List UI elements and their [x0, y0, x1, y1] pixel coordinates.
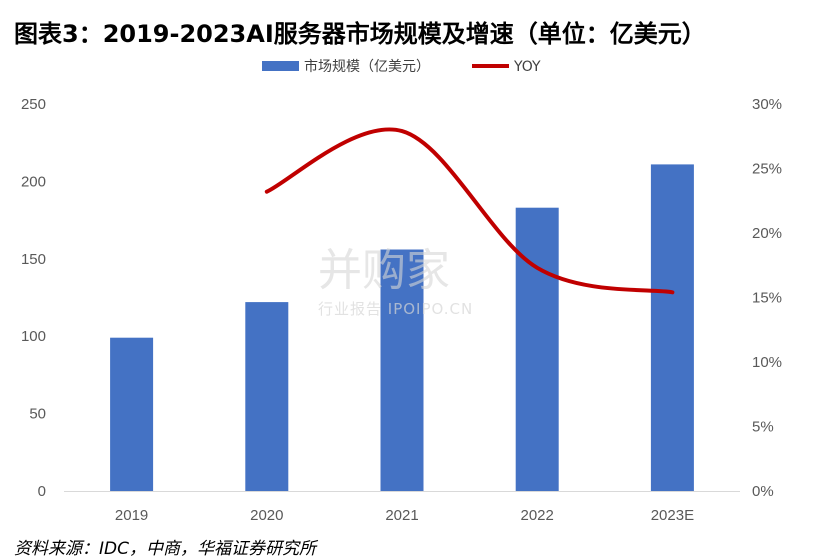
- x-tick-label: 2019: [115, 507, 148, 524]
- watermark-main: 并购家: [318, 245, 450, 296]
- y-right-tick-label: 15%: [752, 290, 782, 307]
- x-tick-label: 2022: [521, 507, 554, 524]
- y-left-tick-label: 50: [29, 406, 46, 423]
- y-left-tick-label: 0: [38, 483, 46, 500]
- x-tick-label: 2021: [385, 507, 418, 524]
- y-left-tick-label: 200: [21, 173, 46, 190]
- y-left-tick-label: 250: [21, 96, 46, 113]
- x-tick-label: 2023E: [651, 507, 694, 524]
- legend-label-bar: 市场规模（亿美元）: [304, 58, 430, 75]
- y-right-tick-label: 25%: [752, 161, 782, 178]
- y-left-tick-label: 100: [21, 328, 46, 345]
- y-left-tick-label: 150: [21, 251, 46, 268]
- x-tick-label: 2020: [250, 507, 283, 524]
- legend-swatch-bar: [262, 61, 299, 71]
- legend: 市场规模（亿美元） YOY: [262, 58, 541, 75]
- y-right-tick-label: 5%: [752, 419, 774, 436]
- y-right-tick-label: 10%: [752, 354, 782, 371]
- bar-2019: [110, 338, 153, 491]
- bar-2023E: [651, 164, 694, 491]
- y-right-tick-label: 0%: [752, 483, 774, 500]
- source-note: 资料来源：IDC，中商，华福证券研究所: [14, 534, 316, 559]
- y-right-tick-label: 30%: [752, 96, 782, 113]
- watermark-sub: 行业报告 IPOIPO.CN: [318, 300, 473, 318]
- bar-2022: [516, 208, 559, 491]
- legend-label-line: YOY: [513, 59, 541, 75]
- y-right-tick-label: 20%: [752, 225, 782, 242]
- bar-series: [110, 164, 694, 491]
- bar-2020: [245, 302, 288, 491]
